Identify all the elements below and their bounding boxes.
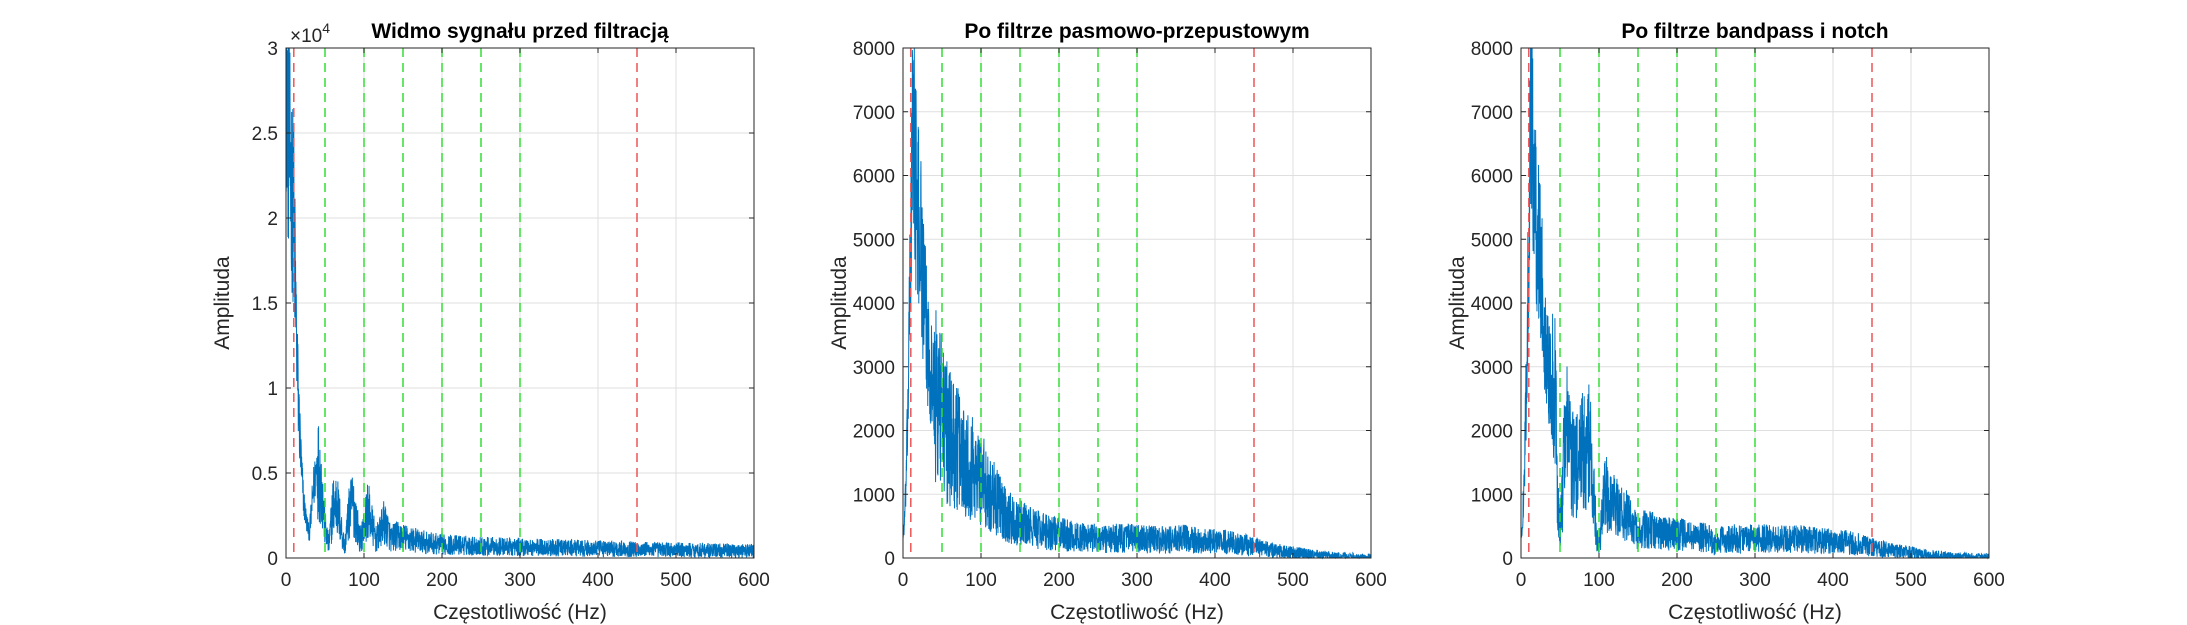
y-tick-label: 1: [267, 379, 278, 400]
x-axis-label: Częstotliwość (Hz): [1050, 601, 1224, 624]
x-tick-label: 500: [1895, 570, 1927, 591]
y-tick-label: 8000: [853, 39, 895, 60]
y-tick-label: 5000: [853, 230, 895, 251]
y-tick-label: 4000: [1471, 294, 1513, 315]
x-tick-label: 100: [1583, 570, 1615, 591]
x-tick-label: 0: [898, 570, 909, 591]
y-tick-label: 1000: [1471, 485, 1513, 506]
x-tick-label: 300: [504, 570, 536, 591]
y-tick-label: 3000: [853, 358, 895, 379]
chart-panel-2: 0 100 200 300 400 500 600010002000300040005000…: [828, 20, 1387, 624]
y-tick-label: 1.5: [252, 294, 278, 315]
y-tick-label: 2.5: [252, 124, 278, 145]
y-tick-label: 2000: [853, 422, 895, 443]
x-tick-label: 600: [1355, 570, 1387, 591]
x-tick-label: 100: [965, 570, 997, 591]
x-tick-label: 400: [1817, 570, 1849, 591]
y-tick-label: 7000: [853, 103, 895, 124]
y-axis-label: Amplituda: [1446, 256, 1469, 350]
y-axis-label: Amplituda: [211, 256, 234, 350]
x-tick-label: 0: [281, 570, 292, 591]
x-tick-label: 200: [1661, 570, 1693, 591]
y-tick-label: 2000: [1471, 422, 1513, 443]
y-tick-label: 5000: [1471, 230, 1513, 251]
y-tick-label: 8000: [1471, 39, 1513, 60]
chart-title: Po filtrze pasmowo-przepustowym: [964, 20, 1309, 43]
y-tick-label: 4000: [853, 294, 895, 315]
x-tick-label: 300: [1739, 570, 1771, 591]
x-tick-label: 400: [582, 570, 614, 591]
x-tick-label: 100: [348, 570, 380, 591]
x-tick-label: 500: [660, 570, 692, 591]
x-tick-label: 400: [1199, 570, 1231, 591]
y-tick-label: 0: [267, 549, 278, 570]
y-tick-label: 6000: [1471, 167, 1513, 188]
y-axis-label: Amplituda: [828, 256, 851, 350]
y-tick-label: 2: [267, 209, 278, 230]
y-exponent-label: ×104: [290, 20, 330, 47]
chart-panel-1: 0 100 200 300 400 500 600 0 0.5 1 1.5 2 2.5 3 ×104 Widm…: [211, 20, 770, 624]
y-tick-label: 7000: [1471, 103, 1513, 124]
x-tick-label: 0: [1516, 570, 1527, 591]
y-tick-label: 0.5: [252, 464, 278, 485]
chart-title: Po filtrze bandpass i notch: [1621, 20, 1888, 43]
x-tick-label: 600: [1973, 570, 2005, 591]
y-tick-label: 0: [1502, 549, 1513, 570]
chart-title: Widmo sygnału przed filtracją: [371, 20, 669, 43]
x-tick-label: 500: [1277, 570, 1309, 591]
y-tick-label: 6000: [853, 167, 895, 188]
y-tick-label: 3000: [1471, 358, 1513, 379]
y-tick-label: 0: [884, 549, 895, 570]
x-axis-label: Częstotliwość (Hz): [433, 601, 607, 624]
x-tick-label: 200: [1043, 570, 1075, 591]
chart-panel-3: 0 100 200 300 400 500 600010002000300040005000…: [1446, 20, 2005, 624]
x-axis-label: Częstotliwość (Hz): [1668, 601, 1842, 624]
x-tick-label: 300: [1121, 570, 1153, 591]
x-tick-label: 200: [426, 570, 458, 591]
x-tick-label: 600: [738, 570, 770, 591]
y-tick-label: 3: [267, 39, 278, 60]
y-tick-label: 1000: [853, 485, 895, 506]
